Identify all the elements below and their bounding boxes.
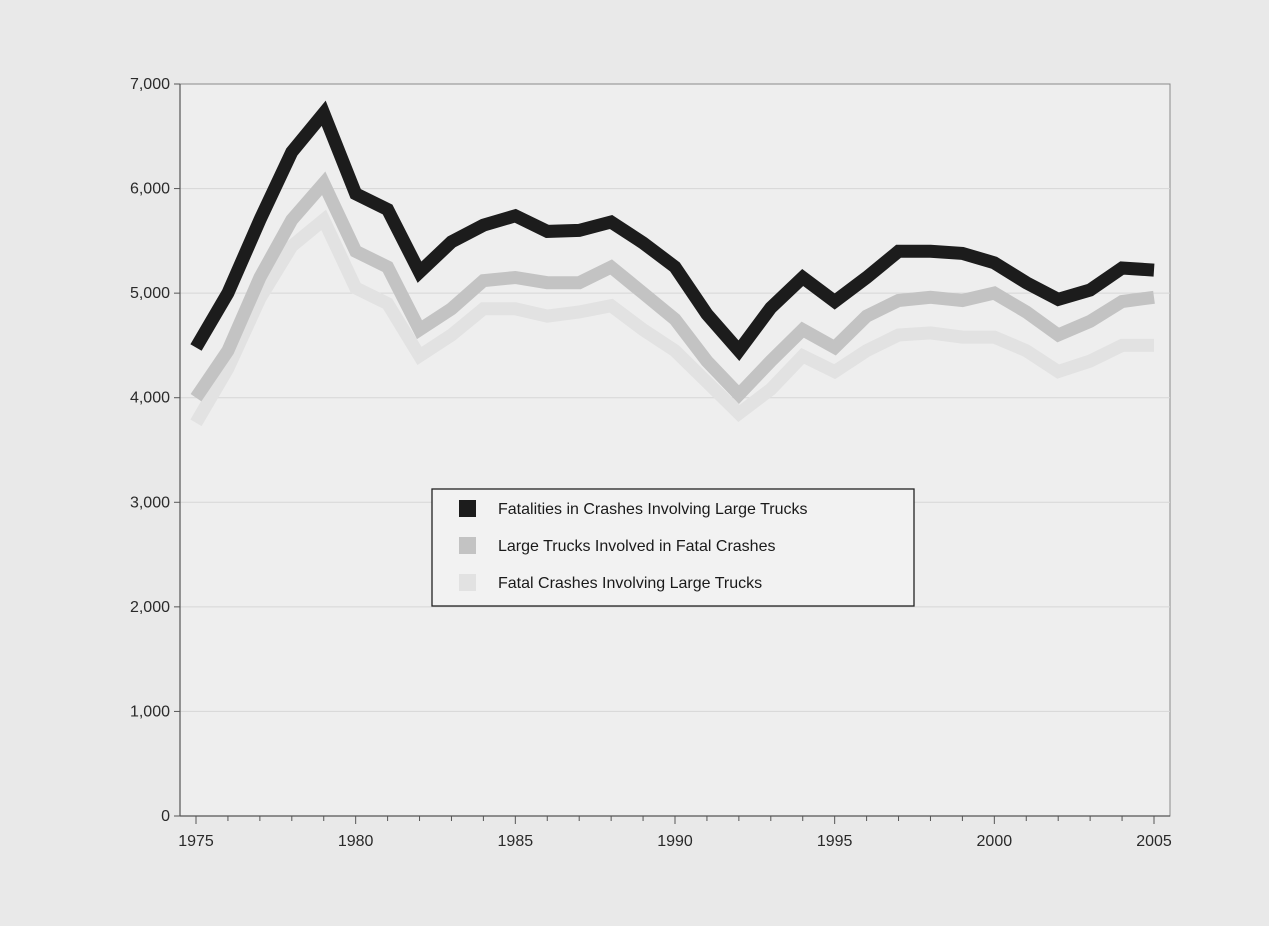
y-tick-label: 6,000 <box>130 181 170 198</box>
legend-swatch <box>459 500 476 517</box>
series-line-0 <box>190 209 1154 427</box>
legend-swatch <box>459 574 476 591</box>
axes: 0 1,000 2,000 3,000 4,000 5,000 6,000 7,000 1975… <box>130 76 1172 850</box>
plot-area <box>179 83 1171 817</box>
legend: Fatalities in Crashes Involving Large Tr… <box>431 488 915 607</box>
series-line-2 <box>190 100 1155 362</box>
x-tick-label: 1995 <box>817 833 853 850</box>
x-tick-label: 2000 <box>977 833 1013 850</box>
legend-swatch <box>459 537 476 554</box>
x-tick-label: 2005 <box>1136 833 1172 850</box>
y-tick-label: 0 <box>161 808 170 825</box>
legend-label: Large Trucks Involved in Fatal Crashes <box>498 538 775 555</box>
y-tick-label: 2,000 <box>130 599 170 616</box>
y-tick-label: 4,000 <box>130 390 170 407</box>
x-tick-label: 1975 <box>178 833 214 850</box>
y-tick-label: 5,000 <box>130 285 170 302</box>
x-tick-label: 1985 <box>498 833 534 850</box>
legend-label: Fatal Crashes Involving Large Trucks <box>498 575 762 592</box>
series-lines <box>190 100 1155 427</box>
legend-box <box>431 488 915 607</box>
legend-label: Fatalities in Crashes Involving Large Tr… <box>498 501 807 518</box>
y-tick-label: 3,000 <box>130 494 170 511</box>
x-tick-label: 1990 <box>657 833 693 850</box>
y-tick-label: 1,000 <box>130 703 170 720</box>
series-line-1 <box>190 171 1155 405</box>
y-tick-label: 7,000 <box>130 76 170 93</box>
x-tick-label: 1980 <box>338 833 374 850</box>
